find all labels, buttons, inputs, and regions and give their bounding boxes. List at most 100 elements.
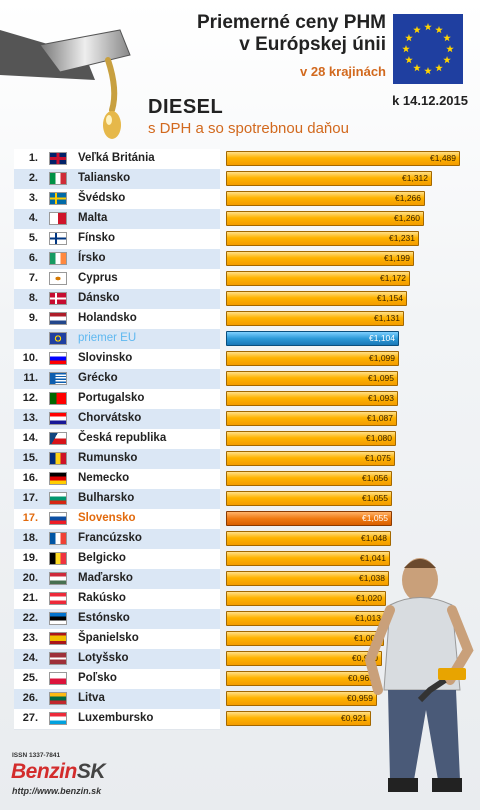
rank-label: 23.	[22, 632, 38, 644]
rank-label: 3.	[28, 192, 38, 204]
price-label: €1,055	[362, 493, 388, 503]
price-bar: €0,959	[226, 691, 377, 706]
gb-flag-icon	[49, 152, 67, 165]
price-bar: €1,095	[226, 371, 398, 386]
country-row: 17. Slovensko €1,055	[14, 509, 466, 530]
country-label: Bulharsko	[78, 492, 135, 504]
country-label: Dánsko	[78, 292, 120, 304]
se-flag-icon	[49, 192, 67, 205]
country-label: Francúzsko	[78, 532, 142, 544]
country-row: 14. Česká republika €1,080	[14, 429, 466, 450]
sk-flag-icon	[49, 512, 67, 525]
eu-star-icon	[443, 56, 451, 64]
price-bar: €1,260	[226, 211, 424, 226]
subtitle: s DPH a so spotrebnou daňou	[148, 120, 349, 137]
country-row: 13. Chorvátsko €1,087	[14, 409, 466, 430]
rank-label: 2.	[28, 172, 38, 184]
hu-flag-icon	[49, 572, 67, 585]
rank-label: 17.	[22, 512, 38, 524]
price-bar: €0,965	[226, 671, 378, 686]
eu-star-icon	[424, 67, 432, 75]
country-row: 6. Írsko €1,199	[14, 249, 466, 270]
price-label: €1,013	[355, 613, 381, 623]
country-label: Poľsko	[78, 672, 117, 684]
price-bar: €1,104	[226, 331, 399, 346]
rank-label: 20.	[22, 572, 38, 584]
price-bar: €1,131	[226, 311, 404, 326]
price-label: €1,075	[365, 453, 391, 463]
de-flag-icon	[49, 472, 67, 485]
price-label: €0,965	[348, 673, 374, 683]
eu-star-icon	[435, 64, 443, 72]
rank-label: 10.	[22, 352, 38, 364]
pl-flag-icon	[49, 672, 67, 685]
rank-label: 13.	[22, 412, 38, 424]
nl-flag-icon	[49, 312, 67, 325]
price-label: €1,131	[374, 313, 400, 323]
eu-flag-icon	[393, 14, 463, 84]
rank-label: 7.	[28, 272, 38, 284]
price-bar: €1,093	[226, 391, 398, 406]
fi-flag-icon	[49, 232, 67, 245]
country-row: 26. Litva €0,959	[14, 689, 466, 710]
ie-flag-icon	[49, 252, 67, 265]
price-bar: €0,990	[226, 651, 382, 666]
rank-label: 1.	[28, 152, 38, 164]
price-bar: €1,087	[226, 411, 397, 426]
price-label: €1,095	[368, 373, 394, 383]
title-line-3: v 28 krajinách	[300, 64, 386, 79]
row-background	[14, 249, 220, 270]
price-bar: €1,041	[226, 551, 390, 566]
eu-flag-icon	[49, 332, 67, 345]
country-label: Slovinsko	[78, 352, 133, 364]
rank-label: 16.	[22, 472, 38, 484]
price-label: €1,056	[362, 473, 388, 483]
country-label: Holandsko	[78, 312, 137, 324]
eu-star-icon	[443, 34, 451, 42]
row-background	[14, 689, 220, 710]
si-flag-icon	[49, 352, 67, 365]
country-label: Maďarsko	[78, 572, 133, 584]
country-row: 24. Lotyšsko €0,990	[14, 649, 466, 670]
country-label: Taliansko	[78, 172, 131, 184]
price-bar: €1,075	[226, 451, 395, 466]
country-row: 5. Fínsko €1,231	[14, 229, 466, 250]
price-bar: €1,312	[226, 171, 432, 186]
lv-flag-icon	[49, 652, 67, 665]
eu-star-icon	[435, 25, 443, 34]
row-background	[14, 209, 220, 230]
price-bar: €1,056	[226, 471, 392, 486]
gr-flag-icon	[49, 372, 67, 385]
country-label: priemer EU	[78, 332, 137, 344]
price-label: €1,099	[369, 353, 395, 363]
price-bar: €1,154	[226, 291, 407, 306]
country-label: Rakúsko	[78, 592, 126, 604]
country-label: Slovensko	[78, 512, 136, 524]
country-label: Rumunsko	[78, 452, 138, 464]
price-label: €1,055	[362, 513, 388, 523]
country-row: 25. Poľsko €0,965	[14, 669, 466, 690]
price-label: €1,199	[384, 253, 410, 263]
rank-label: 8.	[28, 292, 38, 304]
rank-label: 15.	[22, 452, 38, 464]
price-label: €1,172	[380, 273, 406, 283]
dk-flag-icon	[49, 292, 67, 305]
price-label: €1,154	[377, 293, 403, 303]
country-row: 2. Taliansko €1,312	[14, 169, 466, 190]
country-label: Írsko	[78, 252, 106, 264]
rank-label: 21.	[22, 592, 38, 604]
row-background	[14, 229, 220, 250]
country-row: 3. Švédsko €1,266	[14, 189, 466, 210]
rank-label: 6.	[28, 252, 38, 264]
bg-flag-icon	[49, 492, 67, 505]
price-label: €1,266	[395, 193, 421, 203]
price-label: €1,038	[359, 573, 385, 583]
price-label: €1,093	[368, 393, 394, 403]
rank-label: 19.	[22, 552, 38, 564]
price-bar: €1,489	[226, 151, 460, 166]
ee-flag-icon	[49, 612, 67, 625]
country-row: 18. Francúzsko €1,048	[14, 529, 466, 550]
country-row: 21. Rakúsko €1,020	[14, 589, 466, 610]
country-row: 1. Veľká Británia €1,489	[14, 149, 466, 170]
country-row: 22. Estónsko €1,013	[14, 609, 466, 630]
